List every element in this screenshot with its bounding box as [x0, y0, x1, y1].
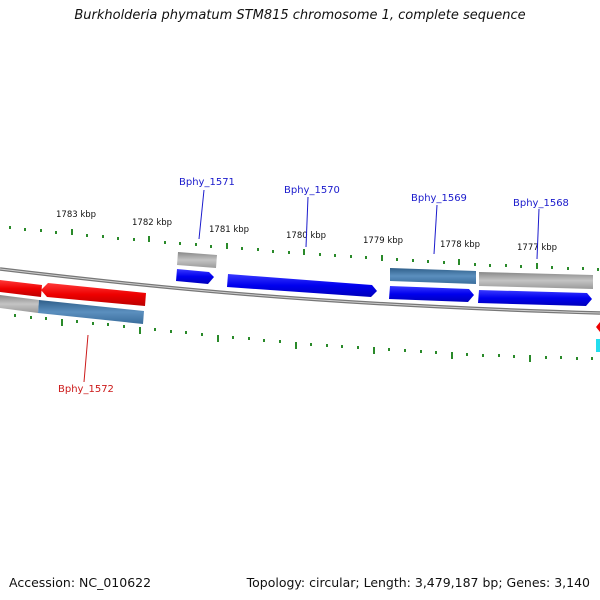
scale-label-1778: 1778 kbp: [440, 240, 480, 250]
gene-bphy-1568-cds[interactable]: [478, 290, 592, 306]
gene-bphy-1572-steel-feature[interactable]: [38, 300, 144, 324]
map-title: Burkholderia phymatum STM815 chromosome …: [74, 8, 526, 23]
scale-label-1782: 1782 kbp: [132, 218, 172, 228]
bphy-1572-leader: [83, 334, 89, 383]
gene-bphy-1569-steel-feature[interactable]: [390, 268, 476, 284]
bphy-1568-leader: [536, 208, 540, 260]
reverse-cds-right-edge[interactable]: [596, 322, 600, 332]
bphy-1570-leader: [305, 196, 309, 248]
upper-tick-row: [9, 226, 599, 271]
backbone-inner: [0, 268, 600, 314]
lower-tick-row: [14, 314, 593, 362]
scale-label-1783: 1783 kbp: [56, 210, 96, 220]
gene-label-bphy-1571[interactable]: Bphy_1571: [179, 177, 235, 188]
gene-bphy-1570-cds[interactable]: [227, 274, 377, 297]
gene-label-bphy-1570[interactable]: Bphy_1570: [284, 185, 340, 196]
reverse-cds-left-edge[interactable]: [0, 280, 42, 297]
cyan-feature-right-edge[interactable]: [596, 339, 600, 352]
gene-label-bphy-1569[interactable]: Bphy_1569: [411, 193, 467, 204]
gene-bphy-1571-gray-feature[interactable]: [177, 252, 217, 268]
gene-bphy-1569-cds[interactable]: [389, 286, 474, 302]
gray-feature-left-edge[interactable]: [0, 295, 39, 313]
scale-label-1779: 1779 kbp: [363, 236, 403, 246]
bphy-1569-leader: [433, 204, 438, 255]
gene-bphy-1572-cds[interactable]: [41, 283, 146, 306]
gene-label-bphy-1568[interactable]: Bphy_1568: [513, 198, 569, 209]
accession-text: Accession: NC_010622: [9, 575, 152, 590]
gene-bphy-1571-cds[interactable]: [176, 269, 214, 284]
gene-label-bphy-1572[interactable]: Bphy_1572: [58, 384, 114, 395]
scale-label-1781: 1781 kbp: [209, 225, 249, 235]
gene-bphy-1568-gray-feature[interactable]: [479, 272, 593, 289]
bphy-1571-leader: [198, 189, 205, 240]
topology-text: Topology: circular; Length: 3,479,187 bp…: [246, 575, 590, 590]
